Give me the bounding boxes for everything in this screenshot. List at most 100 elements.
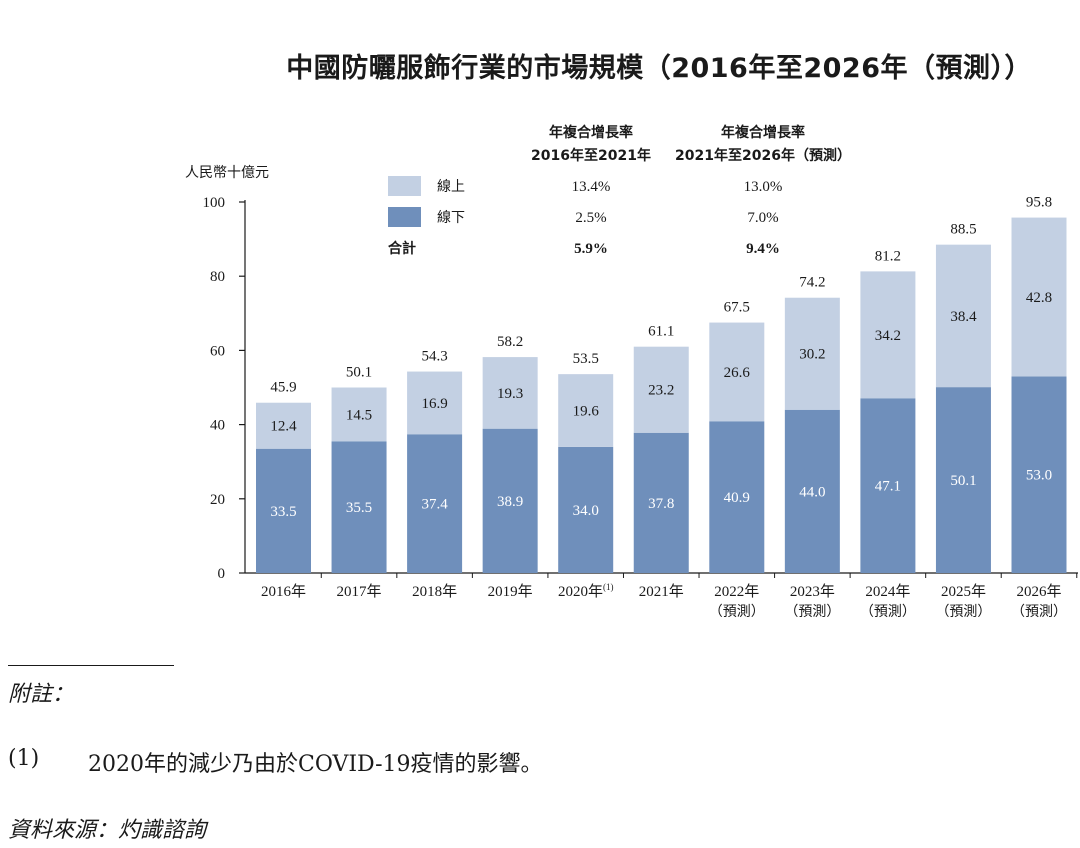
data-label-offline: 47.1 bbox=[875, 479, 901, 495]
bar-online bbox=[1011, 217, 1067, 377]
x-tick-label: 2023年 bbox=[790, 583, 835, 600]
legend-swatch bbox=[388, 176, 421, 196]
x-tick-label: 2021年 bbox=[639, 583, 684, 600]
data-label-online: 38.4 bbox=[950, 309, 977, 325]
data-label-offline: 37.4 bbox=[421, 497, 448, 513]
y-tick-label: 20 bbox=[210, 492, 225, 508]
x-tick-sublabel: （預測） bbox=[1011, 604, 1067, 620]
cagr-header-1-line1: 年複合增長率 bbox=[549, 124, 633, 141]
y-tick-label: 40 bbox=[210, 418, 225, 434]
bar-online bbox=[407, 371, 463, 435]
cagr-value-1: 2.5% bbox=[575, 210, 606, 226]
x-tick-sublabel: （預測） bbox=[709, 604, 765, 620]
data-label-offline: 35.5 bbox=[346, 500, 372, 516]
data-label-offline: 53.0 bbox=[1026, 468, 1052, 484]
data-label-online: 12.4 bbox=[270, 419, 297, 435]
x-tick-label: 2018年 bbox=[412, 583, 457, 600]
x-tick-sublabel: （預測） bbox=[935, 604, 991, 620]
legend-label: 合計 bbox=[388, 240, 416, 257]
data-label-online: 23.2 bbox=[648, 383, 674, 399]
data-label-offline: 44.0 bbox=[799, 484, 825, 500]
bar-offline bbox=[482, 428, 538, 573]
x-tick-label: 2019年 bbox=[488, 583, 533, 600]
total-label: 50.1 bbox=[346, 365, 372, 381]
bar-offline bbox=[256, 448, 311, 573]
data-label-offline: 33.5 bbox=[270, 504, 296, 520]
total-label: 54.3 bbox=[421, 349, 447, 365]
total-label: 95.8 bbox=[1026, 195, 1052, 211]
bar-online bbox=[482, 357, 538, 429]
bar-online bbox=[558, 374, 614, 447]
x-tick-label: 2020年(1) bbox=[558, 582, 614, 600]
x-tick-label: 2017年 bbox=[337, 583, 382, 600]
cagr-value-2: 13.0% bbox=[744, 179, 783, 195]
y-tick-label: 100 bbox=[203, 195, 226, 211]
note-text: 2020年的減少乃由於COVID-19疫情的影響。 bbox=[88, 752, 543, 777]
footnote-divider bbox=[8, 665, 174, 666]
cagr-value-1: 5.9% bbox=[574, 241, 608, 257]
x-tick-label: 2026年 bbox=[1016, 583, 1061, 600]
y-tick-label: 80 bbox=[210, 269, 225, 285]
data-label-online: 26.6 bbox=[724, 365, 751, 381]
legend-swatch bbox=[388, 207, 421, 227]
total-label: 74.2 bbox=[799, 275, 825, 291]
bar-offline bbox=[709, 421, 765, 573]
bar-online bbox=[935, 244, 991, 388]
data-label-online: 19.3 bbox=[497, 386, 523, 402]
bar-offline bbox=[860, 398, 916, 573]
x-tick-sublabel: （預測） bbox=[784, 604, 840, 620]
legend-label: 線下 bbox=[437, 210, 465, 226]
x-tick-label: 2024年 bbox=[865, 583, 910, 600]
data-label-online: 30.2 bbox=[799, 347, 825, 363]
cagr-header-2-line1: 年複合增長率 bbox=[721, 124, 805, 141]
x-tick-label: 2025年 bbox=[941, 583, 986, 600]
data-label-online: 14.5 bbox=[346, 407, 372, 423]
total-label: 58.2 bbox=[497, 334, 523, 350]
data-label-offline: 37.8 bbox=[648, 496, 674, 512]
y-axis-label: 人民幣十億元 bbox=[185, 165, 269, 181]
data-label-offline: 34.0 bbox=[573, 503, 599, 519]
y-tick-label: 60 bbox=[210, 343, 225, 359]
cagr-header-1-line2: 2016年至2021年 bbox=[531, 147, 651, 164]
cagr-value-2: 7.0% bbox=[747, 210, 778, 226]
x-tick-sublabel: （預測） bbox=[860, 604, 916, 620]
bar-offline bbox=[1011, 376, 1067, 573]
bar-online bbox=[860, 271, 916, 399]
total-label: 53.5 bbox=[573, 351, 599, 367]
bar-chart: 人民幣十億元 0 20 40 60 80 100 33.5 12.4 45.9 2016年 35.5 1… bbox=[185, 124, 1078, 620]
bar-offline bbox=[784, 409, 840, 573]
data-label-offline: 50.1 bbox=[950, 473, 976, 489]
x-tick-label: 2016年 bbox=[261, 583, 306, 600]
x-tick-label: 2022年 bbox=[714, 583, 759, 600]
cagr-header-2-line2: 2021年至2026年（預測） bbox=[675, 147, 851, 164]
notes-heading: 附註： bbox=[8, 682, 75, 707]
data-label-online: 34.2 bbox=[875, 328, 901, 344]
total-label: 88.5 bbox=[950, 222, 976, 238]
total-label: 61.1 bbox=[648, 324, 674, 340]
bar-online bbox=[331, 387, 387, 442]
bar-offline bbox=[935, 387, 991, 573]
note-number: (1) bbox=[8, 746, 40, 771]
bar-online bbox=[256, 402, 311, 449]
cagr-value-1: 13.4% bbox=[572, 179, 611, 195]
bar-offline bbox=[331, 441, 387, 573]
bar-online bbox=[633, 346, 689, 433]
data-label-offline: 38.9 bbox=[497, 494, 523, 510]
source-line: 資料來源：灼識諮詢 bbox=[8, 818, 207, 843]
data-label-offline: 40.9 bbox=[724, 490, 750, 506]
y-tick-label: 0 bbox=[218, 566, 226, 582]
bar-offline bbox=[407, 434, 463, 573]
legend-label: 線上 bbox=[437, 179, 465, 195]
data-label-online: 16.9 bbox=[421, 396, 447, 412]
data-label-online: 19.6 bbox=[573, 404, 600, 420]
data-label-online: 42.8 bbox=[1026, 290, 1052, 306]
bar-online bbox=[709, 322, 765, 422]
total-label: 81.2 bbox=[875, 248, 901, 264]
chart-title: 中國防曬服飾行業的市場規模（2016年至2026年（預測）） bbox=[286, 53, 1032, 84]
bar-offline bbox=[558, 446, 614, 573]
bar-offline bbox=[633, 432, 689, 573]
cagr-value-2: 9.4% bbox=[746, 241, 780, 257]
bar-online bbox=[784, 297, 840, 410]
total-label: 67.5 bbox=[724, 300, 750, 316]
total-label: 45.9 bbox=[270, 380, 296, 396]
